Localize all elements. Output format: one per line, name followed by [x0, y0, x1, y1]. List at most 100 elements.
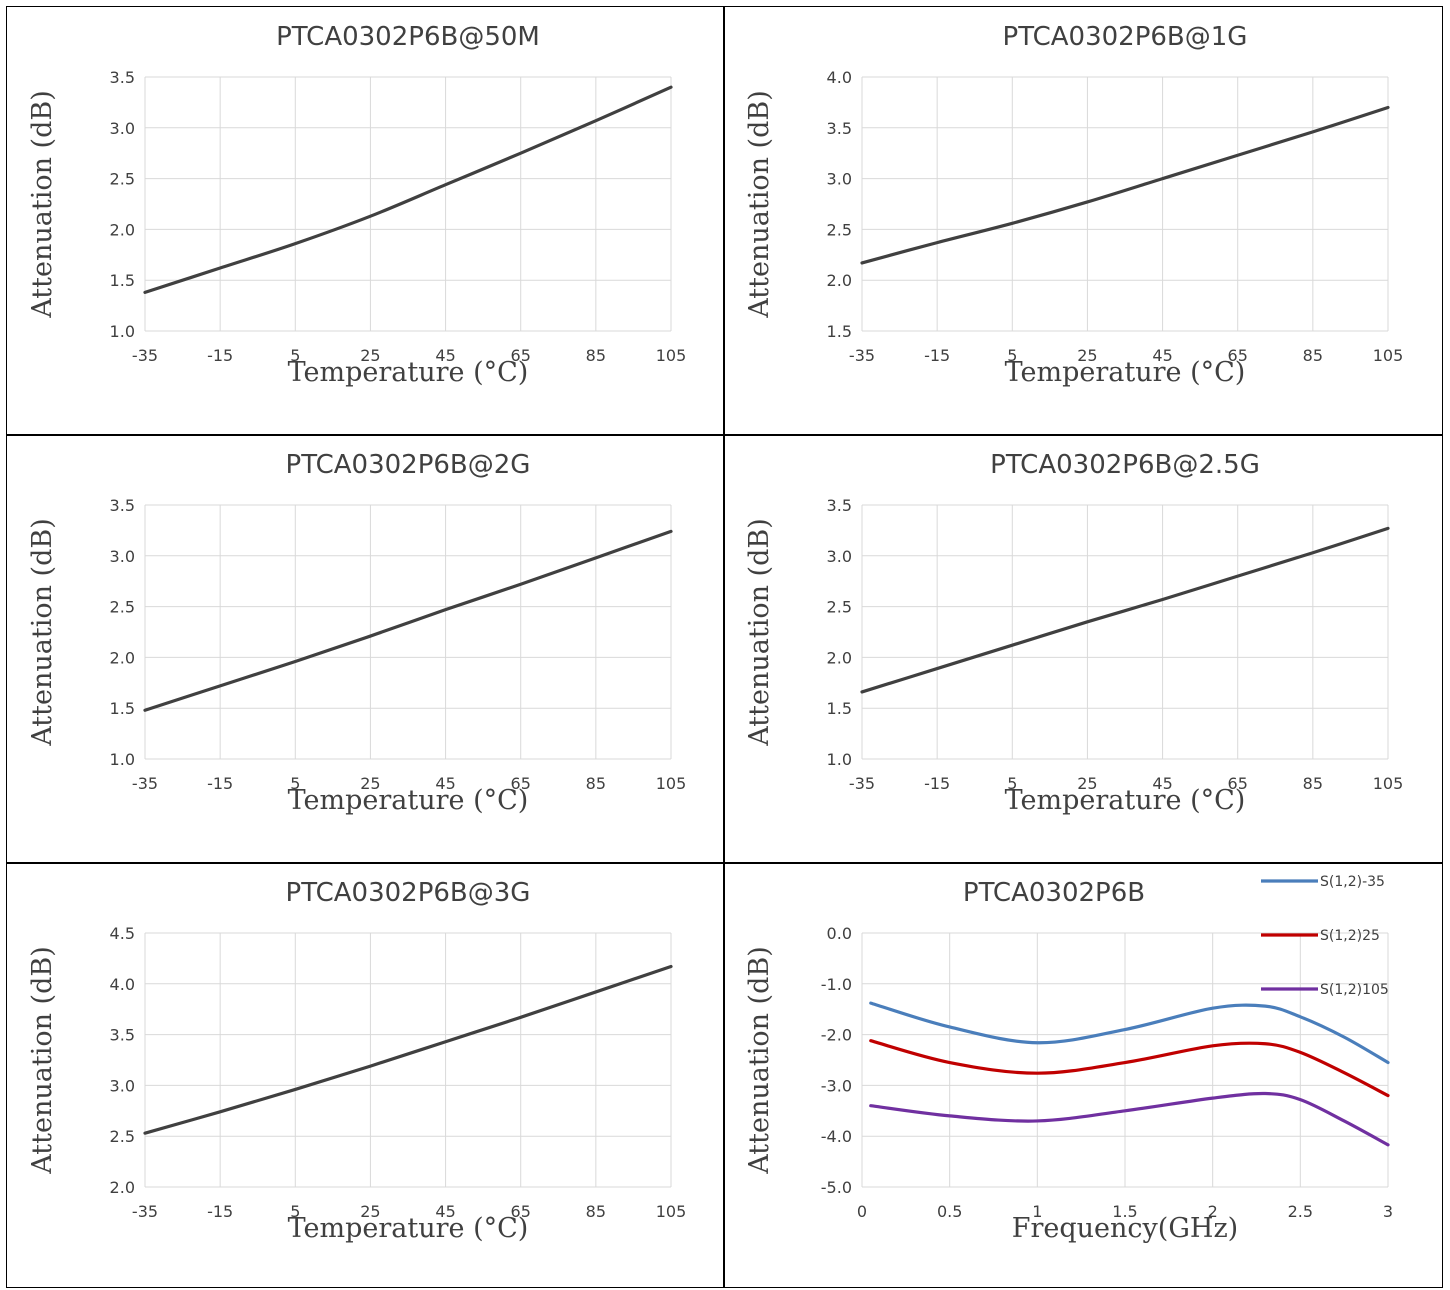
chart-title: PTCA0302P6B@50M	[276, 22, 540, 52]
x-tick-label: 0	[857, 1202, 867, 1221]
x-tick-label: 65	[511, 1202, 531, 1221]
x-tick-label: -15	[207, 346, 233, 365]
y-tick-label: 1.0	[110, 322, 135, 341]
x-tick-label: 105	[656, 774, 687, 793]
x-tick-label: 45	[435, 346, 455, 365]
x-tick-label: 105	[1373, 346, 1404, 365]
x-tick-label: 105	[656, 1202, 687, 1221]
x-tick-label: 85	[1303, 774, 1323, 793]
y-axis-label: Attenuation (dB)	[27, 946, 58, 1174]
y-tick-label: 1.0	[110, 750, 135, 769]
chart-title: PTCA0302P6B@3G	[286, 878, 531, 908]
chart-svg: PTCA0302P6B@50M 1.0 1.5 2.0 2.5 3.0 3.5 -35 -15 5…	[27, 22, 687, 388]
x-tick-label: 1.5	[1112, 1202, 1137, 1221]
x-tick-label: 5	[1007, 346, 1017, 365]
chart-cell-sparams: PTCA0302P6B -5.0 -4.0 -3.0 -2.0 -1.0 0.0 0 0.5 1 1…	[723, 862, 1443, 1288]
y-tick-label: 3.5	[110, 1026, 135, 1045]
x-tick-label: 105	[1373, 774, 1404, 793]
series-line-1	[860, 526, 1390, 694]
y-tick-label: 2.0	[110, 220, 135, 239]
x-tick-label: -15	[924, 774, 950, 793]
y-tick-label: 3.0	[110, 1076, 135, 1095]
y-tick-label: 2.5	[110, 1127, 135, 1146]
x-tick-label: 25	[360, 346, 380, 365]
chart-svg: PTCA0302P6B@3G 2.0 2.5 3.0 3.5 4.0 4.5 -35 -15 5 2…	[27, 878, 687, 1244]
y-tick-label: 2.5	[827, 598, 852, 617]
y-tick-label: 2.0	[110, 1178, 135, 1197]
chart-cell-50m: PTCA0302P6B@50M 1.0 1.5 2.0 2.5 3.0 3.5 -35 -15 5…	[6, 6, 725, 436]
y-tick-label: -1.0	[821, 975, 852, 994]
x-tick-label: -15	[924, 346, 950, 365]
x-tick-label: -35	[132, 1202, 158, 1221]
x-axis-label: Temperature (°C)	[1005, 785, 1246, 816]
series-line-1	[869, 1001, 1390, 1065]
chart-cell-2-5g: PTCA0302P6B@2.5G 1.0 1.5 2.0 2.5 3.0 3.5 -35 -15…	[723, 434, 1443, 864]
x-tick-label: 3	[1383, 1202, 1393, 1221]
x-tick-label: -15	[207, 1202, 233, 1221]
y-tick-label: -3.0	[821, 1076, 852, 1095]
chart-title: PTCA0302P6B@1G	[1003, 22, 1248, 52]
x-tick-label: 2	[1208, 1202, 1218, 1221]
x-axis-label: Temperature (°C)	[288, 785, 529, 816]
y-tick-label: 0.0	[827, 924, 852, 943]
x-tick-label: 45	[435, 1202, 455, 1221]
x-tick-label: 65	[511, 346, 531, 365]
y-tick-label: 2.0	[827, 648, 852, 667]
x-tick-label: 65	[1228, 346, 1248, 365]
legend-label: S(1,2)105	[1320, 982, 1389, 998]
chart-title: PTCA0302P6B	[963, 878, 1145, 908]
y-tick-label: -5.0	[821, 1178, 852, 1197]
y-tick-label: 3.0	[827, 547, 852, 566]
x-tick-label: 45	[1152, 346, 1172, 365]
x-tick-label: 85	[1303, 346, 1323, 365]
chart-svg: PTCA0302P6B@2.5G 1.0 1.5 2.0 2.5 3.0 3.5 -35 -15…	[744, 450, 1404, 816]
x-tick-label: -35	[132, 774, 158, 793]
x-tick-label: 45	[435, 774, 455, 793]
chart-svg: PTCA0302P6B@1G 1.5 2.0 2.5 3.0 3.5 4.0 -35 -15 5 2…	[744, 22, 1404, 388]
x-axis-label: Temperature (°C)	[1005, 357, 1246, 388]
y-tick-label: 1.5	[110, 699, 135, 718]
y-tick-label: -2.0	[821, 1026, 852, 1045]
x-tick-label: 65	[1228, 774, 1248, 793]
x-tick-label: 85	[586, 1202, 606, 1221]
y-axis-label: Attenuation (dB)	[27, 518, 58, 746]
x-tick-label: 65	[511, 774, 531, 793]
chart-grid: PTCA0302P6B@50M 1.0 1.5 2.0 2.5 3.0 3.5 -35 -15 5…	[6, 6, 1443, 1288]
x-tick-label: -35	[849, 346, 875, 365]
chart-svg: PTCA0302P6B@2G 1.0 1.5 2.0 2.5 3.0 3.5 -35 -15 5 2…	[27, 450, 687, 816]
x-axis-label: Temperature (°C)	[288, 1213, 529, 1244]
x-axis-label: Frequency(GHz)	[1012, 1213, 1238, 1244]
y-tick-label: 3.5	[110, 496, 135, 515]
x-tick-label: 25	[360, 774, 380, 793]
y-tick-label: 2.0	[827, 271, 852, 290]
x-tick-label: 25	[1077, 774, 1097, 793]
chart-svg: PTCA0302P6B -5.0 -4.0 -3.0 -2.0 -1.0 0.0 0 0.5 1 1…	[744, 874, 1393, 1244]
x-tick-label: 105	[656, 346, 687, 365]
x-tick-label: -35	[132, 346, 158, 365]
x-tick-label: 5	[290, 774, 300, 793]
series-line-1	[143, 529, 673, 712]
y-tick-label: 1.0	[827, 750, 852, 769]
y-axis-label: Attenuation (dB)	[744, 90, 775, 318]
chart-cell-2g: PTCA0302P6B@2G 1.0 1.5 2.0 2.5 3.0 3.5 -35 -15 5 2…	[6, 434, 725, 864]
x-tick-label: 85	[586, 774, 606, 793]
chart-title: PTCA0302P6B@2.5G	[990, 450, 1260, 480]
y-tick-label: 3.5	[827, 496, 852, 515]
y-tick-label: 2.5	[110, 598, 135, 617]
legend-label: S(1,2)-35	[1320, 874, 1385, 890]
x-tick-label: -35	[849, 774, 875, 793]
series-line-1	[143, 964, 673, 1135]
y-axis-label: Attenuation (dB)	[744, 946, 775, 1174]
y-tick-label: 3.5	[110, 68, 135, 87]
series-line-1	[143, 85, 673, 294]
x-tick-label: 85	[586, 346, 606, 365]
x-tick-label: 5	[290, 1202, 300, 1221]
y-tick-label: 4.0	[827, 68, 852, 87]
x-tick-label: -15	[207, 774, 233, 793]
x-tick-label: 2.5	[1288, 1202, 1313, 1221]
series-line-2	[869, 1039, 1390, 1098]
y-tick-label: 4.0	[110, 975, 135, 994]
y-axis-label: Attenuation (dB)	[744, 518, 775, 746]
y-tick-label: 3.0	[827, 170, 852, 189]
x-tick-label: 5	[290, 346, 300, 365]
